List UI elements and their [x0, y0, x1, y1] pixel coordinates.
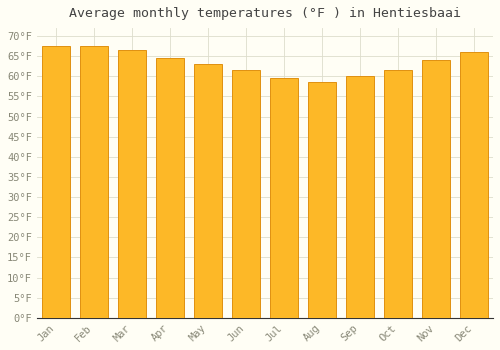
Bar [270, 78, 297, 318]
Bar [232, 70, 260, 318]
Bar [422, 60, 450, 318]
Bar [460, 52, 487, 318]
Bar [346, 76, 374, 318]
Bar [118, 50, 146, 318]
Bar [156, 58, 184, 318]
Title: Average monthly temperatures (°F ) in Hentiesbaai: Average monthly temperatures (°F ) in He… [69, 7, 461, 20]
Bar [308, 82, 336, 318]
Bar [80, 46, 108, 318]
Bar [42, 46, 70, 318]
Bar [194, 64, 222, 318]
Bar [384, 70, 411, 318]
